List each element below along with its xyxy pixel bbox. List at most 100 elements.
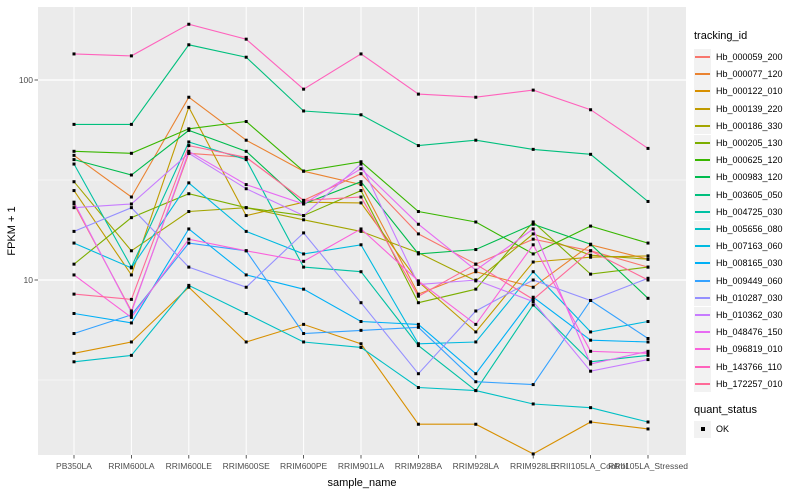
data-point	[129, 340, 133, 344]
data-point	[359, 160, 363, 164]
data-point	[589, 253, 593, 257]
data-point	[244, 37, 248, 41]
legend-color-line	[695, 314, 710, 316]
data-point	[474, 278, 478, 282]
data-point	[416, 301, 420, 305]
data-point	[302, 198, 306, 202]
data-point	[474, 389, 478, 393]
data-point	[359, 180, 363, 184]
data-point	[129, 273, 133, 277]
data-point	[72, 351, 76, 355]
legend-key	[694, 272, 711, 290]
x-tick-label: RRIM901LA	[337, 461, 385, 471]
x-tick-label: RRIM600SE	[222, 461, 270, 471]
x-tick-label: RRII105LA_Control	[553, 461, 628, 471]
legend-key	[694, 237, 711, 255]
data-point	[474, 262, 478, 266]
data-point	[359, 189, 363, 193]
legend-key	[694, 289, 711, 307]
data-point	[589, 362, 593, 366]
data-point	[72, 122, 76, 126]
legend-color-line	[695, 296, 710, 299]
data-point	[416, 232, 420, 236]
data-point	[531, 452, 535, 456]
x-tick-label: RRIM928BA	[394, 461, 443, 471]
data-point	[531, 402, 535, 406]
legend-key	[694, 203, 711, 221]
legend-item-label: Hb_172257_010	[716, 378, 783, 389]
legend-item-label: Hb_000122_010	[716, 86, 783, 97]
x-tick-label: RRIM928LE	[510, 461, 557, 471]
legend-item-Hb_000186_330: Hb_000186_330	[694, 117, 783, 135]
data-point	[646, 340, 650, 344]
data-point	[416, 342, 420, 346]
legend-item-Hb_000077_120: Hb_000077_120	[694, 65, 783, 83]
data-point	[72, 206, 76, 210]
data-point	[531, 300, 535, 304]
data-point	[416, 372, 420, 376]
data-point	[359, 345, 363, 349]
data-point	[244, 214, 248, 218]
legend-item-Hb_000205_130: Hb_000205_130	[694, 134, 783, 152]
data-point	[589, 272, 593, 276]
legend-item-Hb_000983_120: Hb_000983_120	[694, 168, 783, 186]
data-point	[302, 202, 306, 206]
data-point	[359, 328, 363, 332]
data-point	[646, 353, 650, 357]
data-point	[302, 218, 306, 222]
data-point	[646, 199, 650, 203]
data-point	[72, 200, 76, 204]
data-point	[72, 202, 76, 206]
legend-item-Hb_096819_010: Hb_096819_010	[694, 340, 783, 358]
legend-key	[694, 151, 711, 169]
data-point	[359, 227, 363, 231]
data-point	[474, 138, 478, 142]
legend-item-Hb_000139_220: Hb_000139_220	[694, 100, 783, 118]
legend-item-label: Hb_010362_030	[716, 310, 783, 320]
data-point	[129, 315, 133, 319]
legend-item-label: Hb_009449_060	[716, 275, 783, 286]
data-point	[359, 270, 363, 274]
legend-item-Hb_000625_120: Hb_000625_120	[694, 151, 783, 169]
data-point	[646, 349, 650, 353]
data-point	[416, 422, 420, 426]
data-point	[589, 298, 593, 302]
data-point	[244, 311, 248, 315]
data-point	[359, 301, 363, 305]
data-point	[589, 338, 593, 342]
x-tick-label: PB350LA	[56, 461, 92, 471]
data-point	[72, 149, 76, 153]
data-point	[244, 158, 248, 162]
black-square-point-icon	[700, 427, 705, 431]
data-point	[359, 172, 363, 176]
legend-color-line	[695, 279, 710, 282]
data-point	[359, 167, 363, 171]
data-point	[416, 279, 420, 283]
data-point	[129, 54, 133, 58]
data-point	[187, 128, 191, 132]
legend-key	[694, 358, 711, 376]
data-point	[589, 369, 593, 373]
data-point	[244, 183, 248, 187]
data-point	[244, 249, 248, 253]
data-point	[474, 309, 478, 313]
legend-title-tracking-id: tracking_id	[694, 30, 748, 42]
legend-color-line	[695, 124, 710, 127]
legend-item-label: Hb_096819_010	[716, 344, 783, 355]
data-point	[187, 22, 191, 26]
legend-item-label: Hb_000059_200	[716, 52, 783, 62]
data-point	[187, 283, 191, 287]
legend-key	[694, 340, 711, 358]
legend-item-Hb_010362_030: Hb_010362_030	[694, 306, 783, 324]
data-point	[302, 214, 306, 218]
data-point	[646, 320, 650, 324]
legend-color-line	[695, 56, 710, 58]
legend-item-label: OK	[716, 424, 730, 434]
data-point	[474, 330, 478, 334]
legend-item-Hb_007163_060: Hb_007163_060	[694, 237, 783, 255]
data-point	[646, 254, 650, 258]
data-point	[589, 420, 593, 424]
y-tick-label: 100	[18, 75, 33, 85]
x-tick-label: RRII105LA_Stressed	[608, 461, 688, 471]
